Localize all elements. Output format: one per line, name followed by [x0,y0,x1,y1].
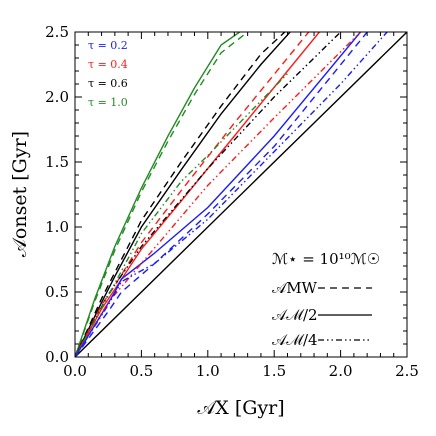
x-axis-label: 𝒜X [Gyr] [197,397,284,419]
legend-label-m4: 𝒜ℳ/4 [272,331,318,349]
y-tick-label-5: 2.5 [45,23,69,41]
legend-title: ℳ⋆ = 10¹⁰ℳ☉ [272,250,380,268]
y-tick-label-3: 1.5 [45,153,69,171]
series-line-11 [75,73,289,357]
series-layer [75,32,407,357]
series-line-10 [75,32,361,357]
x-tick-label-2: 1.0 [196,362,220,380]
y-tick-label-4: 2.0 [45,88,69,106]
series-line-4 [75,32,291,357]
series-line-12 [75,32,388,357]
series-line-5 [75,32,310,357]
tau-label-3: τ = 1.0 [88,96,128,109]
x-tick-label-1: 0.5 [129,362,153,380]
legend: ℳ⋆ = 10¹⁰ℳ☉ 𝒜MW 𝒜ℳ/2 𝒜ℳ/4 [272,250,380,349]
tau-label-1: τ = 0.4 [88,58,128,71]
y-tick-label-0: 0.0 [45,348,69,366]
legend-label-m2: 𝒜ℳ/2 [272,306,318,324]
ticks-layer: 0.0 0.5 1.0 1.5 2.0 2.5 0.0 0.5 1.0 1.5 2.0 2.5 [45,23,419,380]
y-tick-label-2: 1.0 [45,218,69,236]
legend-label-mw: 𝒜MW [272,279,318,297]
y-axis-label: 𝒜onset [Gyr] [9,131,31,257]
series-line-0 [75,32,407,357]
tau-label-2: τ = 0.6 [88,77,128,90]
plot-frame [74,31,408,358]
x-tick-label-0: 0.0 [63,362,87,380]
y-tick-label-1: 0.5 [45,283,69,301]
x-tick-label-5: 2.5 [395,362,419,380]
tau-label-0: τ = 0.2 [88,39,128,52]
series-line-2 [75,32,241,357]
series-line-1 [75,32,249,357]
x-tick-label-3: 1.5 [262,362,286,380]
x-tick-label-4: 2.0 [329,362,353,380]
